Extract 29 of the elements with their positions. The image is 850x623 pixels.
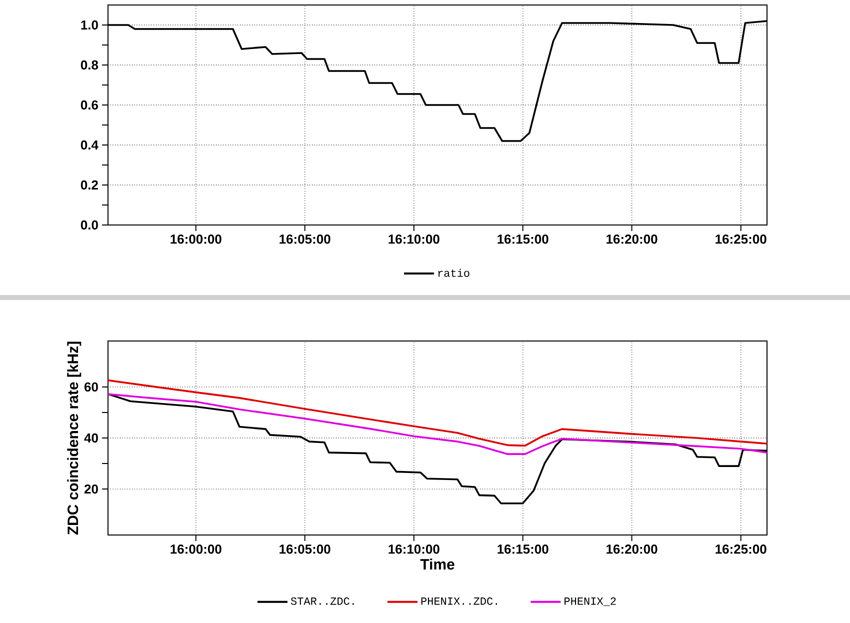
y-tick-label: 1.0 [81,20,98,30]
line-series [108,393,768,455]
legend-label: ratio [438,268,470,277]
x-tick-label: 16:25:00 [716,544,766,554]
legend-label: STAR..ZDC. [290,597,354,605]
y-axis-title: ZDC coincidence rate [kHz] [67,342,82,535]
line-series [108,379,768,447]
legend-label: PHENIX..ZDC. [421,597,498,605]
y-tick-label: 0.6 [80,100,98,110]
x-axis-title: Time [420,558,454,570]
x-tick-label: 16:10:00 [388,234,440,244]
x-tick-label: 16:20:00 [606,234,658,244]
x-tick-label: 16:10:00 [388,544,440,554]
y-tick-label: 0.0 [80,220,98,230]
x-tick-label: 16:25:00 [716,234,766,244]
y-tick-label: 0.2 [80,180,98,190]
x-tick-label: 16:05:00 [280,544,330,554]
x-tick-label: 16:20:00 [606,544,658,554]
legend-label: PHENIX_2 [564,597,616,606]
x-tick-label: 16:00:00 [170,234,222,244]
y-tick-label: 20 [84,484,98,494]
x-tick-label: 16:15:00 [498,234,548,244]
y-tick-label: 0.8 [80,60,98,70]
y-tick-label: 40 [84,433,98,443]
x-tick-label: 16:05:00 [280,234,330,244]
x-tick-label: 16:15:00 [498,544,548,554]
x-tick-label: 16:00:00 [170,544,222,554]
y-tick-label: 0.4 [80,140,98,150]
y-tick-label: 60 [84,382,98,392]
